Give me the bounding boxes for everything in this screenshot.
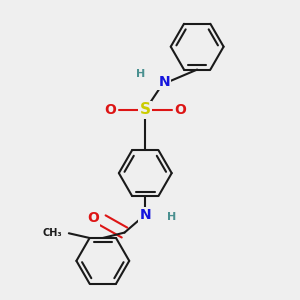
Text: N: N (158, 75, 170, 88)
Text: H: H (136, 69, 145, 79)
Text: N: N (140, 208, 151, 222)
Text: H: H (167, 212, 176, 221)
Text: CH₃: CH₃ (42, 228, 62, 238)
Text: O: O (87, 212, 99, 225)
Text: O: O (104, 103, 116, 117)
Text: S: S (140, 102, 151, 117)
Text: O: O (174, 103, 186, 117)
